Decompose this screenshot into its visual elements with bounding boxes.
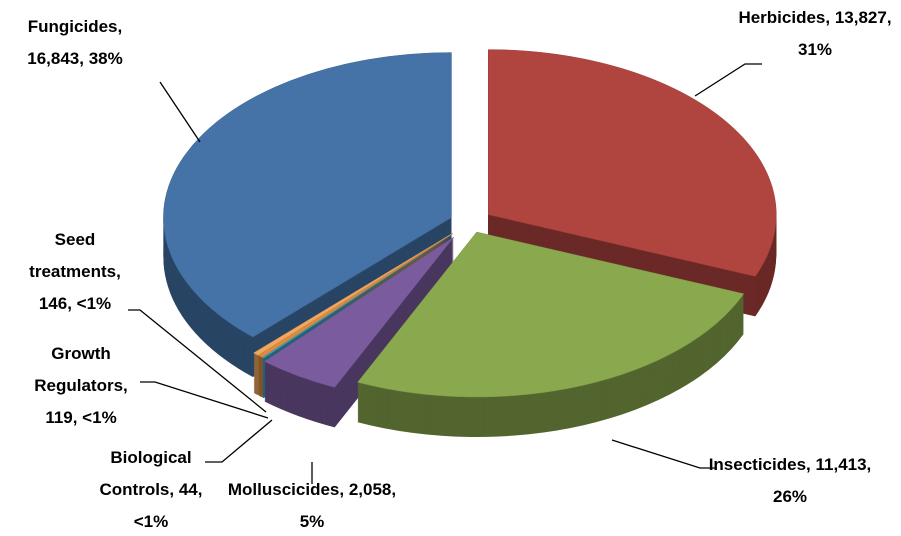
category-label: Herbicides, — [738, 8, 831, 27]
value-label: 2,058, 5% — [299, 480, 397, 531]
slice-side — [262, 236, 453, 362]
leader-line — [159, 81, 201, 143]
category-label: Biological Controls, — [99, 448, 192, 499]
slice-side — [262, 234, 453, 360]
category-label: Insecticides, — [708, 455, 811, 474]
leader-line — [128, 309, 267, 413]
leader-line — [140, 381, 269, 419]
category-label: Seed treatments, — [29, 230, 121, 281]
slice — [487, 49, 777, 277]
slice — [357, 231, 745, 398]
slice-label: Insecticides, 11,413, 26% — [705, 449, 875, 513]
slice-label: Molluscicides, 2,058, 5% — [227, 474, 397, 536]
value-label: 44, <1% — [133, 480, 203, 531]
slice — [263, 236, 454, 388]
slice-label: Growth Regulators, 119, <1% — [20, 338, 142, 434]
value-label: 13,827, 31% — [797, 8, 892, 59]
slice-label: Seed treatments, 146, <1% — [15, 224, 135, 320]
category-label: Growth Regulators, — [34, 344, 128, 395]
slice-tops — [163, 49, 777, 398]
slice-side — [262, 235, 453, 361]
slice — [163, 52, 452, 338]
value-label: 146, <1% — [38, 294, 112, 313]
category-label: Molluscicides, — [227, 480, 345, 499]
value-label: 11,413, 26% — [772, 455, 872, 506]
leader-lines — [128, 63, 762, 484]
value-label: 16,843, 38% — [27, 49, 123, 68]
slice-label: Biological Controls, 44, <1% — [90, 442, 212, 536]
leader-line — [205, 419, 273, 463]
slice-label: Fungicides, 16,843, 38% — [5, 11, 145, 75]
slice — [253, 233, 453, 356]
category-label: Fungicides, — [27, 17, 123, 36]
value-label: 119, <1% — [45, 408, 117, 427]
slice-label: Herbicides, 13,827, 31% — [735, 2, 895, 66]
leader-line — [694, 63, 762, 97]
leader-line — [611, 439, 716, 469]
slice — [257, 233, 453, 358]
